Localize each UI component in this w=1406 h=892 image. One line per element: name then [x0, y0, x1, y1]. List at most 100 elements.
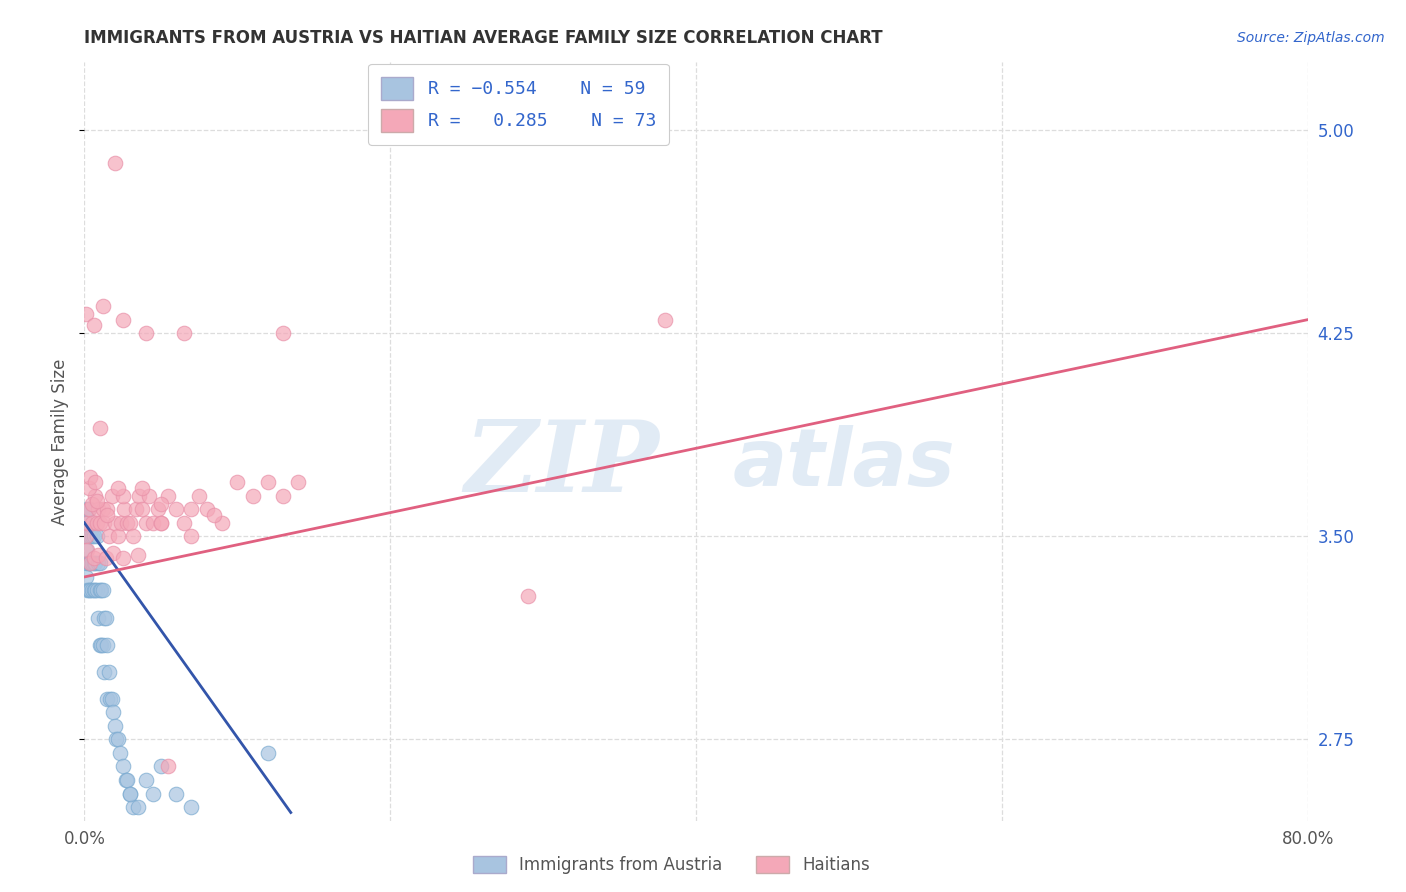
Point	[77, 481, 100, 495]
Point	[84, 557, 107, 571]
Point	[80, 529, 103, 543]
Point	[93, 665, 115, 679]
Point	[97, 665, 120, 679]
Point	[75, 307, 97, 321]
Point	[77, 502, 100, 516]
Point	[87, 502, 110, 516]
Point	[127, 548, 149, 562]
Point	[96, 638, 118, 652]
Point	[75, 516, 97, 530]
Point	[108, 746, 131, 760]
Point	[75, 542, 97, 557]
Point	[101, 691, 124, 706]
Point	[105, 732, 128, 747]
Point	[86, 494, 108, 508]
Point	[122, 800, 145, 814]
Point	[87, 610, 110, 624]
Point	[80, 557, 103, 571]
Point	[79, 557, 101, 571]
Text: Source: ZipAtlas.com: Source: ZipAtlas.com	[1237, 31, 1385, 45]
Point	[135, 516, 157, 530]
Point	[96, 691, 118, 706]
Point	[180, 502, 202, 516]
Point	[79, 469, 101, 483]
Point	[173, 326, 195, 341]
Point	[110, 516, 132, 530]
Point	[211, 516, 233, 530]
Point	[120, 516, 142, 530]
Point	[84, 583, 107, 598]
Point	[257, 746, 280, 760]
Text: IMMIGRANTS FROM AUSTRIA VS HAITIAN AVERAGE FAMILY SIZE CORRELATION CHART: IMMIGRANTS FROM AUSTRIA VS HAITIAN AVERA…	[84, 29, 883, 47]
Point	[188, 489, 211, 503]
Point	[135, 772, 157, 787]
Point	[242, 489, 264, 503]
Point	[127, 800, 149, 814]
Point	[89, 421, 111, 435]
Point	[86, 529, 108, 543]
Point	[89, 583, 111, 598]
Point	[77, 557, 100, 571]
Point	[107, 732, 129, 747]
Point	[90, 583, 112, 598]
Point	[111, 551, 134, 566]
Point	[173, 516, 195, 530]
Point	[149, 497, 172, 511]
Point	[103, 545, 125, 559]
Point	[83, 557, 105, 571]
Point	[135, 326, 157, 341]
Point	[138, 489, 160, 503]
Point	[128, 489, 150, 503]
Point	[111, 489, 134, 503]
Point	[91, 638, 114, 652]
Point	[91, 502, 114, 516]
Point	[142, 516, 165, 530]
Point	[271, 489, 294, 503]
Point	[165, 787, 187, 801]
Point	[89, 638, 111, 652]
Point	[104, 155, 127, 169]
Point	[142, 787, 165, 801]
Y-axis label: Average Family Size: Average Family Size	[51, 359, 69, 524]
Point	[79, 557, 101, 571]
Point	[83, 529, 105, 543]
Point	[122, 529, 145, 543]
Text: ZIP: ZIP	[464, 416, 659, 513]
Point	[75, 529, 97, 543]
Point	[104, 719, 127, 733]
Point	[94, 551, 117, 566]
Point	[80, 516, 103, 530]
Point	[77, 529, 100, 543]
Point	[75, 570, 97, 584]
Point	[90, 638, 112, 652]
Text: atlas: atlas	[733, 425, 956, 503]
Point	[146, 502, 169, 516]
Point	[120, 787, 142, 801]
Point	[103, 706, 125, 720]
Point	[157, 759, 180, 773]
Point	[287, 475, 309, 490]
Point	[96, 508, 118, 522]
Point	[271, 326, 294, 341]
Point	[93, 516, 115, 530]
Point	[226, 475, 249, 490]
Point	[120, 787, 142, 801]
Point	[111, 759, 134, 773]
Point	[93, 610, 115, 624]
Point	[115, 772, 138, 787]
Point	[86, 516, 108, 530]
Point	[76, 557, 98, 571]
Point	[516, 589, 538, 603]
Point	[125, 502, 148, 516]
Point	[202, 508, 225, 522]
Point	[91, 583, 114, 598]
Point	[131, 481, 153, 495]
Point	[257, 475, 280, 490]
Point	[87, 557, 110, 571]
Point	[76, 516, 98, 530]
Point	[84, 475, 107, 490]
Point	[79, 583, 101, 598]
Point	[115, 516, 138, 530]
Point	[83, 583, 105, 598]
Point	[131, 502, 153, 516]
